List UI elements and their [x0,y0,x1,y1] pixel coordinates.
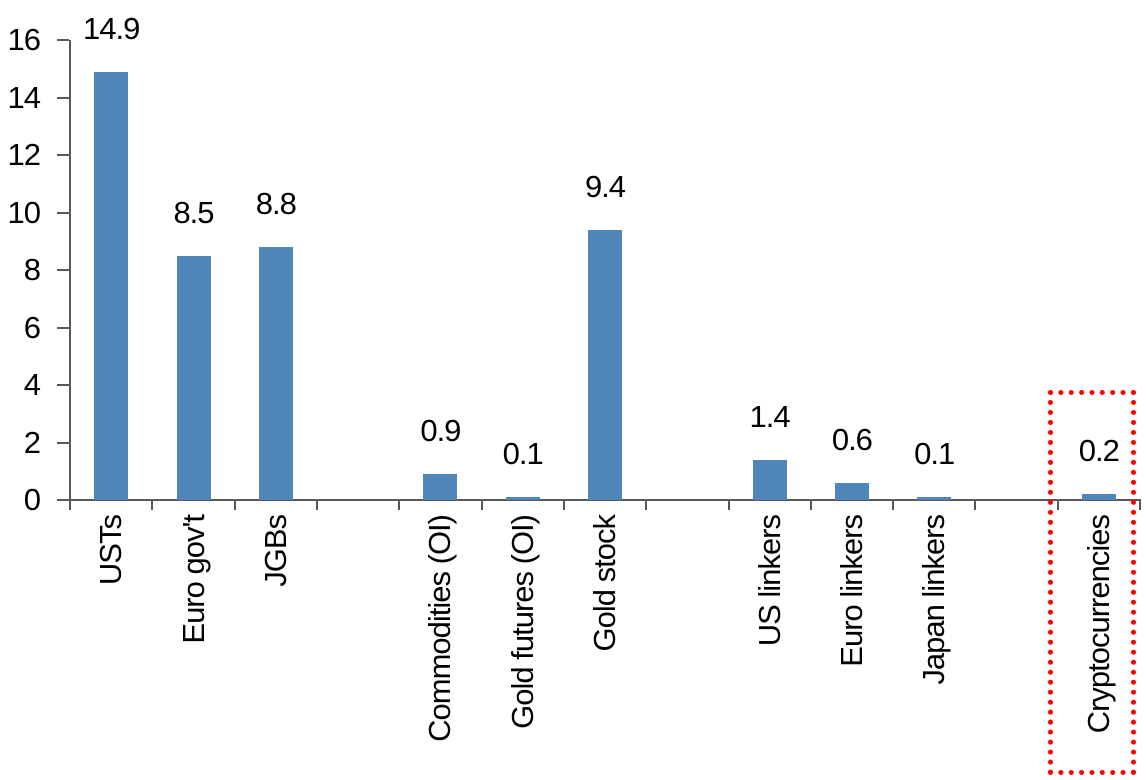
bar-jgbs [258,247,293,500]
y-tick-0 [57,499,69,501]
bar-gold-futures-oi [505,497,540,500]
value-label-cryptocurrencies: 0.2 [1078,433,1120,469]
bar-japan-linkers [917,497,952,500]
y-tick-10 [57,211,69,214]
x-tick-3 [315,500,318,510]
y-tick-label-8: 8 [23,252,41,287]
bar-cryptocurrencies [1081,494,1116,501]
x-tick-13 [1139,500,1141,510]
category-label-euro-gov-t: Euro gov't [175,515,211,644]
y-tick-label-12: 12 [7,137,41,172]
y-axis-line [69,40,71,501]
category-label-jgbs: JGBs [257,515,293,587]
y-tick-12 [57,154,69,156]
value-label-euro-gov-t: 8.5 [173,194,214,230]
x-tick-12 [1056,500,1059,510]
value-label-gold-futures-oi: 0.1 [502,436,544,472]
value-label-us-linkers: 1.4 [749,398,791,434]
category-label-gold-stock: Gold stock [587,515,622,652]
bar-usts [94,71,129,500]
value-label-japan-linkers: 0.1 [914,436,955,472]
x-tick-1 [151,500,154,510]
x-tick-4 [398,500,401,510]
value-label-jgbs: 8.8 [255,186,297,221]
bar-commodities-oi [423,474,458,500]
y-tick-4 [57,384,69,386]
value-label-commodities-oi: 0.9 [420,413,461,449]
category-label-japan-linkers: Japan linkers [916,515,952,685]
x-tick-0 [69,500,71,510]
y-tick-label-4: 4 [23,367,41,402]
y-tick-label-2: 2 [23,424,41,460]
y-tick-2 [57,441,69,444]
category-label-usts: USTs [93,515,129,586]
y-tick-label-6: 6 [23,309,41,345]
category-label-euro-linkers: Euro linkers [833,515,869,667]
y-tick-16 [57,39,69,41]
x-tick-11 [974,500,977,510]
bar-us-linkers [752,459,787,501]
y-tick-8 [57,269,69,271]
y-tick-label-10: 10 [7,194,41,230]
x-tick-9 [809,500,812,510]
value-label-gold-stock: 9.4 [584,168,626,204]
bar-euro-linkers [834,482,869,501]
x-tick-6 [562,500,565,510]
x-tick-7 [645,500,648,510]
category-label-gold-futures-oi: Gold futures (OI) [504,515,540,729]
bar-gold-stock [588,229,622,501]
x-tick-2 [233,500,236,510]
y-tick-label-14: 14 [7,79,41,115]
y-tick-label-0: 0 [23,482,41,517]
y-tick-label-16: 16 [7,22,41,57]
category-label-us-linkers: US linkers [751,515,787,647]
x-tick-5 [480,500,483,510]
value-label-euro-linkers: 0.6 [831,421,873,457]
category-label-commodities-oi: Commodities (OI) [422,515,458,742]
bar-euro-gov-t [176,255,211,500]
y-tick-6 [57,326,69,329]
value-label-usts: 14.9 [83,10,140,46]
highlight-box [1048,390,1136,775]
x-tick-10 [892,500,895,510]
y-tick-14 [57,96,69,99]
x-tick-8 [727,500,730,510]
